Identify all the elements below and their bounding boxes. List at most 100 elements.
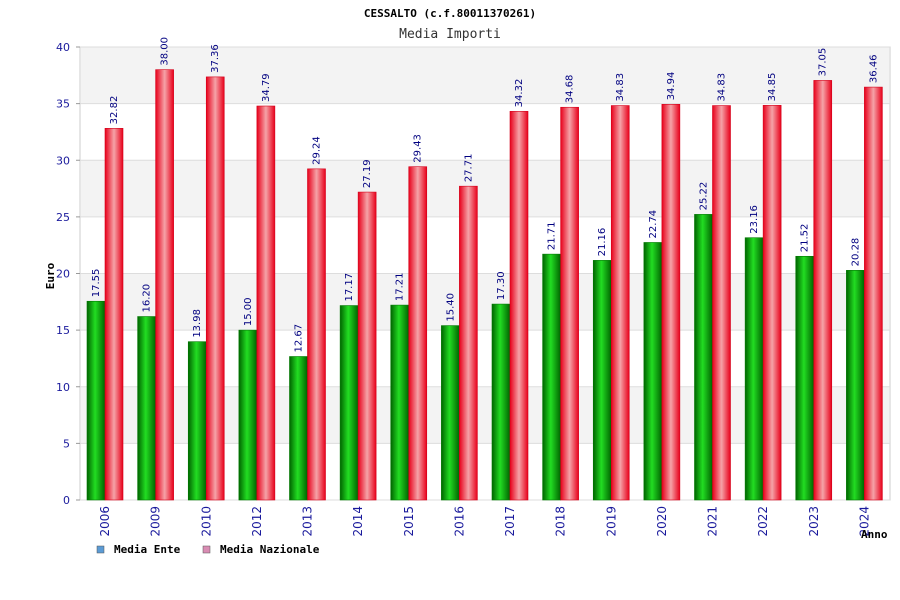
- y-axis-ticks: 0 5 10 15 20 25 30 35 40: [56, 41, 70, 507]
- data-label-media-ente-2023: 21.52: [800, 224, 811, 253]
- bar-media-nazionale-2015: [408, 166, 428, 501]
- bar-media-nazionale-2022: [762, 105, 782, 501]
- data-label-media-ente-2017: 17.30: [496, 271, 507, 300]
- bar-media-ente-2015: [390, 304, 410, 501]
- data-label-media-nazionale-2009: 38.00: [160, 37, 171, 66]
- legend-swatch-media-nazionale: [202, 545, 211, 554]
- data-label-media-nazionale-2017: 34.32: [514, 79, 525, 108]
- x-tick-label-2013: 2013: [301, 506, 315, 537]
- x-tick-label-2006: 2006: [98, 506, 112, 537]
- y-tick-label: 35: [56, 98, 70, 111]
- y-tick-label: 25: [56, 211, 70, 224]
- data-label-media-nazionale-2006: 32.82: [109, 96, 120, 125]
- bar-media-nazionale-2020: [661, 104, 681, 501]
- bar-media-ente-2022: [744, 237, 764, 501]
- bar-media-nazionale-2023: [813, 80, 833, 501]
- legend: Media Ente Media Nazionale: [96, 543, 320, 556]
- data-label-media-nazionale-2021: 34.83: [717, 73, 728, 102]
- data-label-media-ente-2013: 12.67: [294, 324, 305, 353]
- x-tick-label-2010: 2010: [199, 506, 213, 537]
- data-label-media-nazionale-2020: 34.94: [666, 72, 677, 101]
- data-label-media-ente-2018: 21.71: [547, 221, 558, 250]
- data-label-media-nazionale-2018: 34.68: [565, 75, 576, 104]
- x-tick-label-2014: 2014: [351, 506, 365, 537]
- y-tick-label: 15: [56, 324, 70, 337]
- x-tick-label-2017: 2017: [503, 506, 517, 537]
- bar-media-ente-2024: [846, 270, 865, 501]
- legend-label-media-nazionale: Media Nazionale: [220, 543, 320, 556]
- bar-media-ente-2018: [542, 253, 561, 501]
- x-tick-label-2021: 2021: [706, 506, 720, 537]
- bar-media-ente-2014: [339, 305, 359, 501]
- bar-media-ente-2006: [86, 300, 106, 501]
- legend-swatch-media-ente: [96, 545, 105, 554]
- bar-media-ente-2023: [795, 255, 815, 501]
- bar-media-nazionale-2016: [459, 185, 478, 501]
- x-axis-label: Anno: [861, 528, 888, 541]
- data-label-media-nazionale-2013: 29.24: [312, 136, 323, 165]
- x-tick-label-2009: 2009: [149, 506, 163, 537]
- bar-media-ente-2017: [491, 303, 511, 501]
- x-tick-label-2024: 2024: [857, 506, 871, 537]
- bar-media-ente-2020: [643, 242, 663, 501]
- y-tick-label: 20: [56, 268, 70, 281]
- x-axis-ticks: 2006 2009 2010 2012 2013 2014 2015 2016 2017 2018…: [98, 506, 871, 537]
- bars: [86, 69, 883, 501]
- data-label-media-ente-2022: 23.16: [749, 205, 760, 234]
- y-tick-label: 10: [56, 381, 70, 394]
- bar-media-ente-2013: [289, 356, 308, 501]
- bar-media-nazionale-2021: [712, 105, 731, 501]
- data-label-media-ente-2019: 21.16: [597, 228, 608, 257]
- y-axis-label: Euro: [44, 262, 57, 289]
- bar-media-nazionale-2006: [104, 128, 124, 501]
- data-label-media-nazionale-2019: 34.83: [615, 73, 626, 102]
- bar-media-ente-2021: [694, 214, 713, 501]
- bar-media-ente-2019: [592, 260, 612, 501]
- bar-media-nazionale-2018: [560, 106, 579, 501]
- bar-media-nazionale-2014: [357, 191, 377, 501]
- data-label-media-ente-2021: 25.22: [699, 182, 710, 211]
- data-label-media-nazionale-2015: 29.43: [413, 134, 424, 163]
- bar-media-ente-2012: [238, 329, 258, 501]
- x-tick-label-2018: 2018: [554, 506, 568, 537]
- data-label-media-ente-2015: 17.21: [395, 272, 406, 301]
- data-label-media-ente-2010: 13.98: [192, 309, 203, 338]
- x-tick-label-2016: 2016: [452, 506, 466, 537]
- x-tick-label-2012: 2012: [250, 506, 264, 537]
- bar-media-nazionale-2009: [155, 69, 174, 501]
- data-label-media-nazionale-2016: 27.71: [463, 154, 474, 183]
- legend-item-media-nazionale[interactable]: Media Nazionale: [202, 543, 320, 556]
- y-tick-label: 40: [56, 41, 70, 54]
- bar-media-ente-2010: [187, 341, 207, 501]
- data-label-media-nazionale-2023: 37.05: [818, 48, 829, 77]
- x-tick-label-2015: 2015: [402, 506, 416, 537]
- bar-media-nazionale-2019: [610, 105, 630, 501]
- data-labels: 17.55 32.82 16.20 38.00 13.98 37.36 15.00 34.79…: [91, 37, 879, 353]
- x-tick-label-2020: 2020: [655, 506, 669, 537]
- data-label-media-ente-2006: 17.55: [91, 269, 102, 298]
- chart-title: CESSALTO (c.f.80011370261): [364, 7, 536, 20]
- bar-media-nazionale-2024: [864, 86, 883, 501]
- bar-media-ente-2009: [137, 316, 156, 501]
- data-label-media-ente-2016: 15.40: [445, 293, 456, 322]
- data-label-media-nazionale-2010: 37.36: [210, 44, 221, 73]
- x-tick-label-2022: 2022: [756, 506, 770, 537]
- legend-label-media-ente: Media Ente: [114, 543, 181, 556]
- chart-subtitle: Media Importi: [399, 27, 501, 42]
- legend-item-media-ente[interactable]: Media Ente: [96, 543, 181, 556]
- data-label-media-ente-2020: 22.74: [648, 210, 659, 239]
- y-tick-label: 30: [56, 154, 70, 167]
- bar-media-nazionale-2013: [307, 168, 326, 501]
- data-label-media-ente-2014: 17.17: [344, 273, 355, 302]
- y-tick-label: 0: [63, 494, 70, 507]
- x-tick-label-2023: 2023: [807, 506, 821, 537]
- data-label-media-nazionale-2012: 34.79: [261, 73, 272, 102]
- y-tick-label: 5: [63, 437, 70, 450]
- bar-media-nazionale-2010: [205, 76, 225, 501]
- x-tick-label-2019: 2019: [604, 506, 618, 537]
- data-label-media-ente-2024: 20.28: [850, 238, 861, 267]
- data-label-media-ente-2012: 15.00: [243, 297, 254, 326]
- data-label-media-nazionale-2024: 36.46: [868, 54, 879, 83]
- data-label-media-nazionale-2014: 27.19: [362, 159, 373, 188]
